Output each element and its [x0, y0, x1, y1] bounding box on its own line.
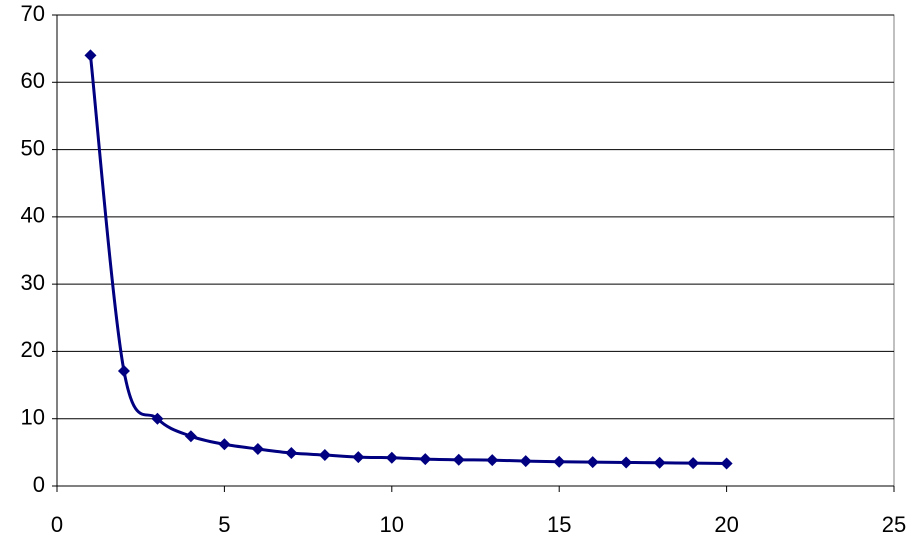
- series-line: [88, 55, 727, 465]
- marker: [486, 454, 499, 467]
- y-tick-label: 70: [21, 1, 45, 26]
- y-tick-label: 40: [21, 203, 45, 228]
- marker: [419, 453, 432, 466]
- marker: [352, 451, 365, 464]
- marker: [285, 447, 298, 460]
- marker: [653, 456, 666, 469]
- marker: [117, 364, 130, 377]
- marker: [720, 457, 733, 470]
- y-tick-label: 20: [21, 337, 45, 362]
- marker: [84, 49, 97, 62]
- x-tick-label: 10: [380, 512, 404, 537]
- x-tick-label: 5: [218, 512, 230, 537]
- x-tick-label: 0: [51, 512, 63, 537]
- y-tick-label: 0: [33, 472, 45, 497]
- x-tick-label: 15: [547, 512, 571, 537]
- marker: [318, 449, 331, 462]
- y-tick-label: 10: [21, 405, 45, 430]
- marker: [251, 442, 264, 455]
- marker: [151, 412, 164, 425]
- marker: [519, 455, 532, 468]
- y-tick-label: 30: [21, 270, 45, 295]
- marker: [218, 438, 231, 451]
- x-tick-label: 25: [882, 512, 906, 537]
- marker: [452, 453, 465, 466]
- marker: [586, 456, 599, 469]
- y-tick-label: 50: [21, 135, 45, 160]
- marker: [553, 455, 566, 468]
- plot-area: [56, 14, 895, 487]
- marker: [687, 457, 700, 470]
- x-tick-label: 20: [714, 512, 738, 537]
- marker: [620, 456, 633, 469]
- y-tick-label: 60: [21, 68, 45, 93]
- marker: [385, 451, 398, 464]
- marker: [184, 430, 197, 443]
